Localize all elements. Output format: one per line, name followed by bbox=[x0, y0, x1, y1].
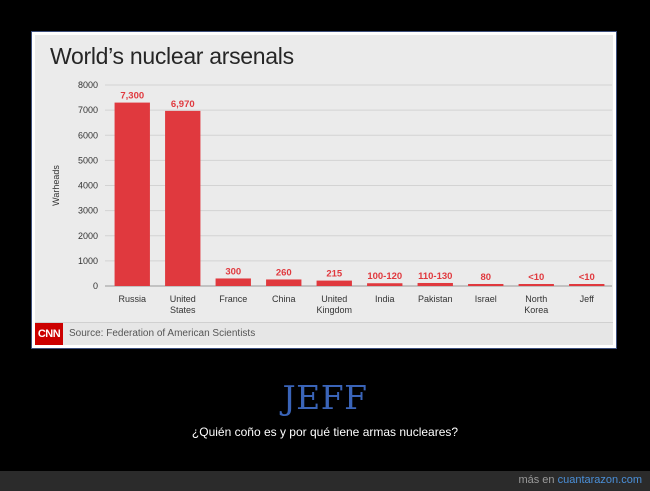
data-label: 260 bbox=[276, 267, 292, 278]
y-tick-label: 6000 bbox=[78, 130, 98, 140]
bar bbox=[215, 278, 251, 286]
y-axis-label: Warheads bbox=[51, 165, 61, 206]
x-tick-label: China bbox=[272, 294, 296, 304]
data-label: 6,970 bbox=[171, 99, 195, 110]
x-tick-label: India bbox=[375, 294, 395, 304]
data-label: 300 bbox=[225, 266, 241, 277]
bar bbox=[417, 282, 453, 286]
bar bbox=[316, 280, 352, 286]
bar bbox=[518, 284, 554, 286]
y-tick-label: 8000 bbox=[78, 80, 98, 90]
bottom-bar: más en cuantarazon.com bbox=[0, 471, 650, 491]
data-label: 7,300 bbox=[120, 91, 144, 102]
y-tick-label: 3000 bbox=[78, 206, 98, 216]
y-tick-label: 4000 bbox=[78, 181, 98, 191]
y-tick-label: 5000 bbox=[78, 155, 98, 165]
source-note: Source: Federation of American Scientist… bbox=[69, 328, 256, 339]
chart-frame: World’s nuclear arsenals 0 1000 2000 3000 40… bbox=[31, 31, 617, 349]
bar bbox=[114, 102, 150, 287]
x-tick-label: Israel bbox=[475, 294, 497, 304]
chart-card: World’s nuclear arsenals 0 1000 2000 3000 40… bbox=[35, 35, 613, 345]
y-tick-label: 0 bbox=[93, 281, 98, 291]
bar bbox=[165, 110, 201, 286]
x-tick-label: France bbox=[219, 294, 247, 304]
x-tick-label: Russia bbox=[118, 294, 146, 304]
y-tick-label: 7000 bbox=[78, 105, 98, 115]
caption-title: JEFF bbox=[282, 378, 368, 417]
x-tick-label: Pakistan bbox=[418, 294, 453, 304]
bar bbox=[468, 283, 504, 286]
y-tick-label: 1000 bbox=[78, 256, 98, 266]
bar-chart: 0 1000 2000 3000 4000 5000 6000 7000 8000 Warhead… bbox=[51, 80, 612, 315]
data-label: 110-130 bbox=[418, 271, 452, 282]
data-label: 215 bbox=[326, 269, 343, 280]
data-label: <10 bbox=[528, 272, 544, 283]
chart-footer: CNN Source: Federation of American Scien… bbox=[35, 322, 613, 345]
x-tick-label: Jeff bbox=[580, 294, 595, 304]
x-tick-label: Korea bbox=[524, 305, 548, 315]
site-credit-prefix: más en bbox=[518, 474, 558, 486]
data-label: 80 bbox=[480, 272, 491, 283]
bar bbox=[266, 279, 302, 286]
cnn-logo: CNN bbox=[35, 323, 63, 345]
x-tick-label: North bbox=[525, 294, 547, 304]
x-tick-label: United bbox=[321, 294, 347, 304]
data-label: <10 bbox=[579, 272, 595, 283]
y-tick-label: 2000 bbox=[78, 231, 98, 241]
bar bbox=[569, 284, 605, 286]
caption-subtitle: ¿Quién coño es y por qué tiene armas nuc… bbox=[191, 425, 459, 439]
data-label: 100-120 bbox=[367, 271, 402, 282]
site-link[interactable]: cuantarazon.com bbox=[557, 474, 642, 486]
site-credit: más en cuantarazon.com bbox=[518, 474, 642, 486]
x-tick-label: United bbox=[170, 294, 196, 304]
x-tick-label: States bbox=[170, 305, 196, 315]
x-tick-label: Kingdom bbox=[316, 305, 352, 315]
bar bbox=[367, 283, 403, 286]
chart-title: World’s nuclear arsenals bbox=[50, 43, 294, 69]
